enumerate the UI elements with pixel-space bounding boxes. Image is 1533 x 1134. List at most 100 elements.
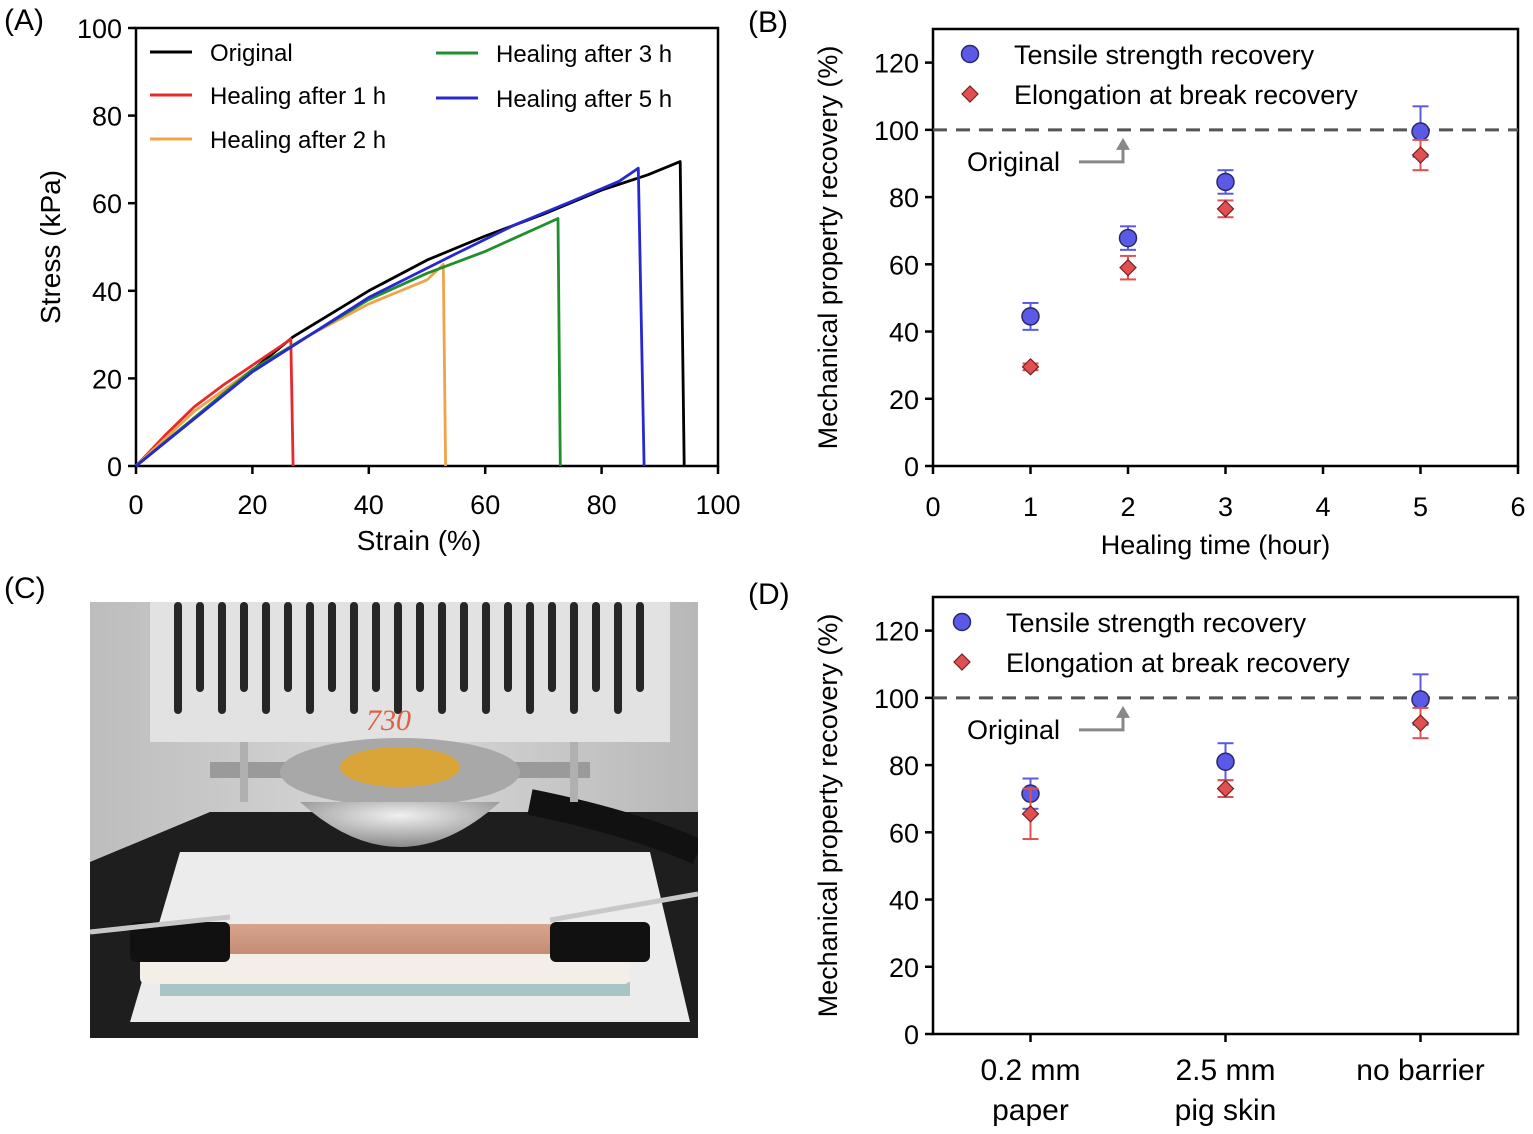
panel-b-recovery-vs-time-chart: (B) 0 20 40 60 80 100 120 0 1 2 3 4 5 6 Healing time (h… <box>748 6 1526 560</box>
x-category-label: 0.2 mm <box>980 1054 1080 1087</box>
reference-line-label: Original <box>967 715 1060 745</box>
series-line-1 <box>135 160 686 468</box>
heatsink-fin-slot <box>636 602 644 692</box>
heatsink-fin-slot <box>482 602 490 714</box>
x-tick-label: 40 <box>354 490 384 520</box>
y-axis-label: Mechanical property recovery (%) <box>813 614 843 1018</box>
data-point-tensile <box>1118 228 1138 248</box>
y-axis-label: Mechanical property recovery (%) <box>813 46 843 450</box>
heatsink-fin-slot <box>328 602 336 692</box>
data-point-tensile <box>1021 307 1040 326</box>
y-tick-label: 0 <box>107 452 122 482</box>
y-tick-label: 100 <box>874 684 919 714</box>
legend-label-5: Healing after 5 h <box>496 86 672 113</box>
x-tick-label: 0 <box>925 492 940 522</box>
y-tick-label: 0 <box>904 1020 919 1050</box>
photo-specimen-mark: 730 <box>366 704 411 737</box>
y-tick-label: 100 <box>77 14 122 44</box>
y-tick-label: 80 <box>92 102 122 132</box>
photo-binder-clip-right <box>550 922 650 962</box>
y-axis-label: Stress (kPa) <box>35 170 66 324</box>
data-point-elongation <box>1216 199 1235 218</box>
heatsink-fin-slot <box>614 602 622 714</box>
y-tick-label: 60 <box>889 818 919 848</box>
heatsink-fin-slot <box>372 602 380 692</box>
y-tick-label: 120 <box>874 49 919 79</box>
x-tick-label: 80 <box>587 490 617 520</box>
x-tick-label: 20 <box>237 490 267 520</box>
x-category-label: no barrier <box>1356 1054 1484 1087</box>
y-tick-label: 80 <box>889 183 919 213</box>
photo-clip-wire-right <box>549 891 698 923</box>
legend-label-2: Healing after 1 h <box>210 83 386 110</box>
data-point-tensile <box>1216 172 1235 192</box>
panel-a-plot-frame <box>134 26 720 468</box>
heatsink-fin-slot <box>592 602 600 692</box>
data-point-elongation <box>1216 779 1235 798</box>
photo-binder-clip-left <box>130 922 230 962</box>
y-tick-label: 100 <box>874 116 919 146</box>
legend-label-1: Original <box>210 40 293 67</box>
data-point-elongation <box>1411 146 1430 164</box>
photo-heatsink-fins <box>174 602 644 714</box>
reference-arrow <box>1079 141 1125 164</box>
heatsink-fin-slot <box>416 602 424 692</box>
x-category-label: 2.5 mm <box>1175 1054 1275 1087</box>
data-point-tensile <box>1411 690 1430 709</box>
data-point-tensile <box>1216 752 1235 771</box>
heatsink-fin-slot <box>394 602 402 714</box>
photo-screw-right <box>570 742 578 802</box>
y-tick-label: 60 <box>92 189 122 219</box>
x-tick-label: 100 <box>695 490 740 520</box>
y-tick-label: 20 <box>92 364 122 394</box>
x-category-label: paper <box>992 1094 1069 1127</box>
heatsink-fin-slot <box>504 602 512 692</box>
x-axis-label: Strain (%) <box>357 525 481 556</box>
y-tick-label: 40 <box>889 318 919 348</box>
heatsink-fin-slot <box>262 602 270 714</box>
legend-marker-tensile <box>952 612 972 632</box>
heatsink-fin-slot <box>438 602 446 714</box>
data-point-elongation <box>1119 258 1137 277</box>
y-tick-label: 80 <box>889 751 919 781</box>
y-tick-label: 20 <box>889 385 919 415</box>
panel-label: (D) <box>748 578 790 611</box>
panel-c-label: (C) <box>4 572 46 605</box>
photo-glass-slide <box>160 982 630 996</box>
heatsink-fin-slot <box>196 602 204 692</box>
x-axis-label: Healing time (hour) <box>1101 530 1331 560</box>
x-tick-label: 0 <box>128 490 143 520</box>
y-tick-label: 0 <box>904 452 919 482</box>
photo-lens-glass <box>340 747 460 787</box>
heatsink-fin-slot <box>174 602 182 714</box>
legend-label-3: Healing after 2 h <box>210 127 386 154</box>
heatsink-fin-slot <box>570 602 578 714</box>
legend-marker-elongation <box>953 653 971 671</box>
photo-clip-wire-left <box>90 914 231 935</box>
heatsink-fin-slot <box>548 602 556 692</box>
photo-heatsink <box>150 602 670 742</box>
panel-d-recovery-vs-barrier-chart: (D) 0 20 40 60 80 100 120 0.2 mm paper 2.5 mm pig s… <box>748 578 1520 1127</box>
panel-c-photo: 730 <box>90 602 698 1038</box>
reference-arrowhead <box>1116 137 1130 150</box>
x-tick-label: 6 <box>1510 492 1525 522</box>
x-tick-label: 3 <box>1218 492 1233 522</box>
series-line-4 <box>135 217 562 468</box>
heatsink-fin-slot <box>350 602 358 714</box>
x-tick-label: 1 <box>1023 492 1038 522</box>
legend-label-4: Healing after 3 h <box>496 41 672 68</box>
heatsink-fin-slot <box>526 602 534 714</box>
heatsink-fin-slot <box>306 602 314 714</box>
panel-a-label: (A) <box>4 4 44 37</box>
panel-label: (B) <box>748 6 788 39</box>
heatsink-fin-slot <box>460 602 468 692</box>
legend-label: Tensile strength recovery <box>1006 608 1307 638</box>
legend-marker-tensile <box>960 44 980 64</box>
reference-arrow <box>1079 709 1125 732</box>
photo-pig-skin <box>220 924 560 954</box>
photo-screw-left <box>240 742 248 802</box>
y-tick-label: 60 <box>889 250 919 280</box>
data-point-tensile <box>1411 122 1430 141</box>
legend-marker-elongation <box>961 85 979 103</box>
data-point-elongation <box>1021 357 1040 376</box>
